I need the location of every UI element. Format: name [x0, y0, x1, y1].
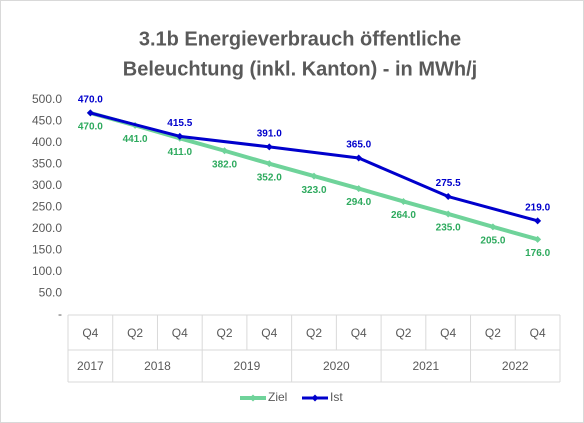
x-tick-label: Q4 [440, 326, 456, 340]
data-label: 365.0 [346, 140, 371, 151]
x-tick-label: Q4 [261, 326, 277, 340]
y-tick-label: 350.0 [32, 157, 62, 171]
marker [399, 197, 407, 205]
line-segment [178, 134, 271, 149]
x-tick-label: Q2 [306, 326, 322, 340]
legend-marker [249, 394, 257, 402]
legend-label: Ist [330, 390, 343, 404]
marker [310, 172, 318, 180]
x-group-label: 2022 [502, 359, 529, 373]
y-tick-label: 300.0 [32, 178, 62, 192]
x-tick-label: Q4 [82, 326, 98, 340]
y-tick-label: 450.0 [32, 114, 62, 128]
data-label: 352.0 [257, 172, 282, 183]
y-tick-label: 100.0 [32, 264, 62, 278]
marker [444, 193, 452, 201]
data-label: 415.5 [167, 118, 192, 129]
data-label: 470.0 [78, 95, 103, 106]
marker [489, 223, 497, 231]
y-tick-label: 50.0 [39, 286, 63, 300]
x-tick-label: Q4 [530, 326, 546, 340]
marker [355, 185, 363, 193]
data-label: 294.0 [346, 197, 371, 208]
x-group-label: 2021 [412, 359, 439, 373]
legend-label: Ziel [268, 390, 287, 404]
data-label: 391.0 [257, 129, 282, 140]
marker [355, 154, 363, 162]
line-segment [267, 161, 316, 179]
line-segment [267, 145, 361, 160]
x-tick-label: Q2 [485, 326, 501, 340]
line-segment [446, 195, 540, 223]
data-label: 470.0 [78, 122, 103, 133]
x-tick-label: Q2 [217, 326, 233, 340]
marker [221, 147, 229, 155]
data-label: 441.0 [123, 134, 148, 145]
line-segment [446, 211, 495, 229]
y-tick-label: - [58, 307, 62, 321]
data-label: 205.0 [480, 235, 505, 246]
x-group-label: 2020 [323, 359, 350, 373]
marker [534, 217, 542, 225]
legend-marker [311, 394, 319, 402]
data-label: 235.0 [436, 223, 461, 234]
marker [265, 143, 273, 151]
y-tick-label: 200.0 [32, 221, 62, 235]
x-tick-label: Q2 [127, 326, 143, 340]
chart-title: Beleuchtung (inkl. Kanton) - in MWh/j [123, 58, 477, 80]
line-segment [177, 136, 227, 153]
data-label: 382.0 [212, 159, 237, 170]
data-label: 219.0 [525, 202, 550, 213]
x-group-label: 2017 [77, 359, 104, 373]
line-segment [356, 186, 406, 204]
marker [265, 160, 273, 168]
line-segment [490, 224, 540, 242]
line-segment [357, 156, 450, 199]
data-label: 176.0 [525, 248, 550, 259]
y-tick-label: 500.0 [32, 92, 62, 106]
marker [534, 235, 542, 243]
y-tick-label: 400.0 [32, 135, 62, 149]
line-segment [401, 199, 451, 216]
x-tick-label: Q4 [172, 326, 188, 340]
line-segment [88, 111, 182, 138]
line-segment [312, 174, 361, 191]
data-label: 411.0 [168, 147, 193, 158]
data-label: 323.0 [301, 185, 326, 196]
chart-title: 3.1b Energieverbrauch öffentliche [139, 28, 461, 50]
y-tick-label: 150.0 [32, 243, 62, 257]
data-label: 275.5 [436, 178, 461, 189]
marker [444, 210, 452, 218]
x-group-label: 2018 [144, 359, 171, 373]
data-label: 264.0 [391, 210, 416, 221]
x-tick-label: Q4 [351, 326, 367, 340]
x-tick-label: Q2 [395, 326, 411, 340]
marker [176, 132, 184, 140]
line-segment [222, 148, 272, 166]
marker [86, 109, 94, 117]
x-group-label: 2019 [234, 359, 261, 373]
y-tick-label: 250.0 [32, 200, 62, 214]
